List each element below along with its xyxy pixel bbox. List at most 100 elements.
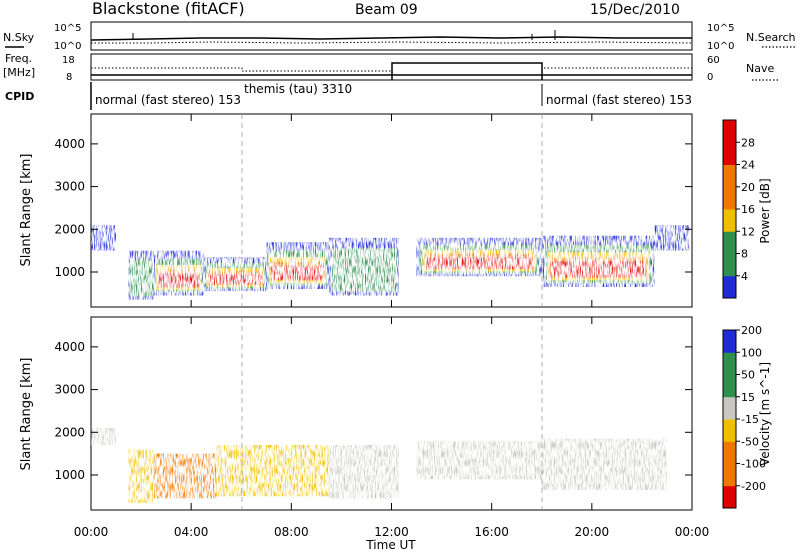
colorbar-swatch bbox=[723, 330, 736, 353]
colorbar-swatch bbox=[723, 352, 736, 375]
colorbar-tick-label: 28 bbox=[741, 136, 755, 149]
power-echo-region bbox=[128, 250, 154, 300]
colorbar-swatch bbox=[723, 186, 736, 210]
power-echo-band bbox=[425, 257, 533, 269]
x-axis-title: Time UT bbox=[365, 538, 416, 552]
y-tick-label: 4000 bbox=[54, 137, 85, 151]
colorbar-tick-label: 24 bbox=[741, 159, 755, 172]
colorbar-swatch bbox=[723, 485, 736, 509]
nsky-series bbox=[90, 36, 692, 41]
y-tick-label: 4000 bbox=[54, 340, 85, 354]
cpid-segment-1: normal (fast stereo) 153 bbox=[95, 93, 241, 107]
nsky-strip-frame bbox=[90, 21, 693, 51]
colorbar-tick-label: -15 bbox=[741, 413, 759, 426]
nsearch-tick-top: 10^5 bbox=[707, 23, 734, 34]
velocity-echo-region bbox=[91, 428, 117, 446]
nsky-label: N.Sky bbox=[3, 31, 35, 44]
power-colorbar-label: Power [dB] bbox=[758, 178, 772, 243]
power-echo-band bbox=[270, 265, 325, 280]
colorbar-tick-label: 100 bbox=[741, 346, 762, 359]
velocity-echo-layer bbox=[91, 428, 667, 503]
velocity-ylabel: Slant Range [km] bbox=[19, 358, 34, 471]
cpid-segment-3: normal (fast stereo) 153 bbox=[546, 93, 692, 107]
y-tick-label: 3000 bbox=[54, 383, 85, 397]
colorbar-swatch bbox=[723, 463, 736, 487]
nsky-tick-top: 10^5 bbox=[54, 23, 81, 34]
nave-themis-block bbox=[391, 62, 543, 80]
colorbar-tick-label: 20 bbox=[741, 181, 755, 194]
power-echo-region bbox=[328, 237, 400, 296]
y-tick-label: 1000 bbox=[54, 265, 85, 279]
power-echo-region bbox=[541, 235, 655, 287]
y-tick-label: 3000 bbox=[54, 180, 85, 194]
colorbar-tick-label: -50 bbox=[741, 435, 759, 448]
colorbar-tick-label: -200 bbox=[741, 480, 766, 493]
power-echo-layer bbox=[91, 225, 690, 300]
power-echo-band bbox=[550, 261, 646, 277]
x-tick-label: 20:00 bbox=[575, 525, 610, 539]
power-echo-band bbox=[129, 259, 153, 297]
colorbar-swatch bbox=[723, 374, 736, 398]
x-tick-label: 00:00 bbox=[74, 525, 109, 539]
x-tick-label: 00:00 bbox=[675, 525, 710, 539]
velocity-echo-region bbox=[328, 445, 400, 499]
colorbar-tick-label: 200 bbox=[741, 324, 762, 337]
nsearch-tick-bottom: 10^0 bbox=[707, 41, 734, 52]
power-echo-band bbox=[208, 274, 262, 285]
velocity-colorbar: -200 -100 -50 -15 15 50 100 200 bbox=[722, 324, 766, 509]
x-tick-label: 08:00 bbox=[274, 525, 309, 539]
y-tick-label: 2000 bbox=[54, 222, 85, 236]
colorbar-tick-label: 16 bbox=[741, 203, 755, 216]
power-echo-region bbox=[266, 242, 329, 290]
colorbar-swatch bbox=[723, 396, 736, 420]
velocity-echo-region bbox=[216, 445, 329, 497]
power-echo-region bbox=[153, 250, 204, 296]
power-echo-band bbox=[330, 248, 398, 292]
freq-label-line1: Freq. bbox=[5, 52, 32, 65]
cpid-label: CPID bbox=[5, 90, 34, 103]
nsky-tick-bottom: 10^0 bbox=[54, 41, 81, 52]
velocity-echo-region bbox=[128, 449, 154, 503]
velocity-echo-region bbox=[153, 453, 217, 499]
nave-label: Nave bbox=[746, 62, 774, 75]
colorbar-swatch bbox=[723, 441, 736, 464]
freq-label-line2: [MHz] bbox=[3, 66, 35, 79]
beam-label: Beam 09 bbox=[355, 2, 418, 18]
nave-tick-top: 60 bbox=[707, 55, 720, 66]
x-tick-label: 04:00 bbox=[174, 525, 209, 539]
nave-tick-bottom: 0 bbox=[707, 72, 713, 83]
power-echo-region bbox=[203, 257, 267, 292]
colorbar-swatch bbox=[723, 419, 736, 442]
x-tick-label: 12:00 bbox=[374, 525, 409, 539]
colorbar-tick-label: 50 bbox=[741, 369, 755, 382]
colorbar-swatch bbox=[723, 164, 736, 188]
power-colorbar: 4 8 12 16 20 24 28 bbox=[722, 119, 755, 299]
freq-tick-top: 18 bbox=[62, 55, 75, 66]
colorbar-swatch bbox=[723, 120, 736, 143]
freq-tick-bottom: 8 bbox=[66, 72, 72, 83]
colorbar-tick-label: 8 bbox=[741, 248, 748, 261]
power-ylabel: Slant Range [km] bbox=[19, 154, 34, 267]
colorbar-swatch bbox=[723, 253, 736, 277]
colorbar-tick-label: 4 bbox=[741, 270, 748, 283]
colorbar-swatch bbox=[723, 275, 736, 299]
colorbar-swatch bbox=[723, 209, 736, 232]
power-echo-band bbox=[654, 225, 690, 251]
velocity-colorbar-label: Velocity [m s^-1] bbox=[758, 362, 772, 466]
cpid-segment-2: themis (tau) 3310 bbox=[244, 82, 352, 96]
radar-title: Blackstone (fitACF) bbox=[92, 0, 245, 18]
nsearch-label: N.Search bbox=[746, 31, 796, 44]
power-echo-region bbox=[416, 237, 542, 277]
x-tick-label: 16:00 bbox=[474, 525, 509, 539]
colorbar-tick-label: 12 bbox=[741, 225, 755, 238]
colorbar-tick-label: -100 bbox=[741, 458, 766, 471]
colorbar-tick-label: 15 bbox=[741, 391, 755, 404]
colorbar-swatch bbox=[723, 142, 736, 165]
power-echo-region bbox=[654, 225, 690, 251]
velocity-echo-region bbox=[416, 440, 542, 480]
colorbar-swatch bbox=[723, 231, 736, 254]
y-tick-label: 1000 bbox=[54, 468, 85, 482]
velocity-echo-region bbox=[541, 438, 667, 490]
